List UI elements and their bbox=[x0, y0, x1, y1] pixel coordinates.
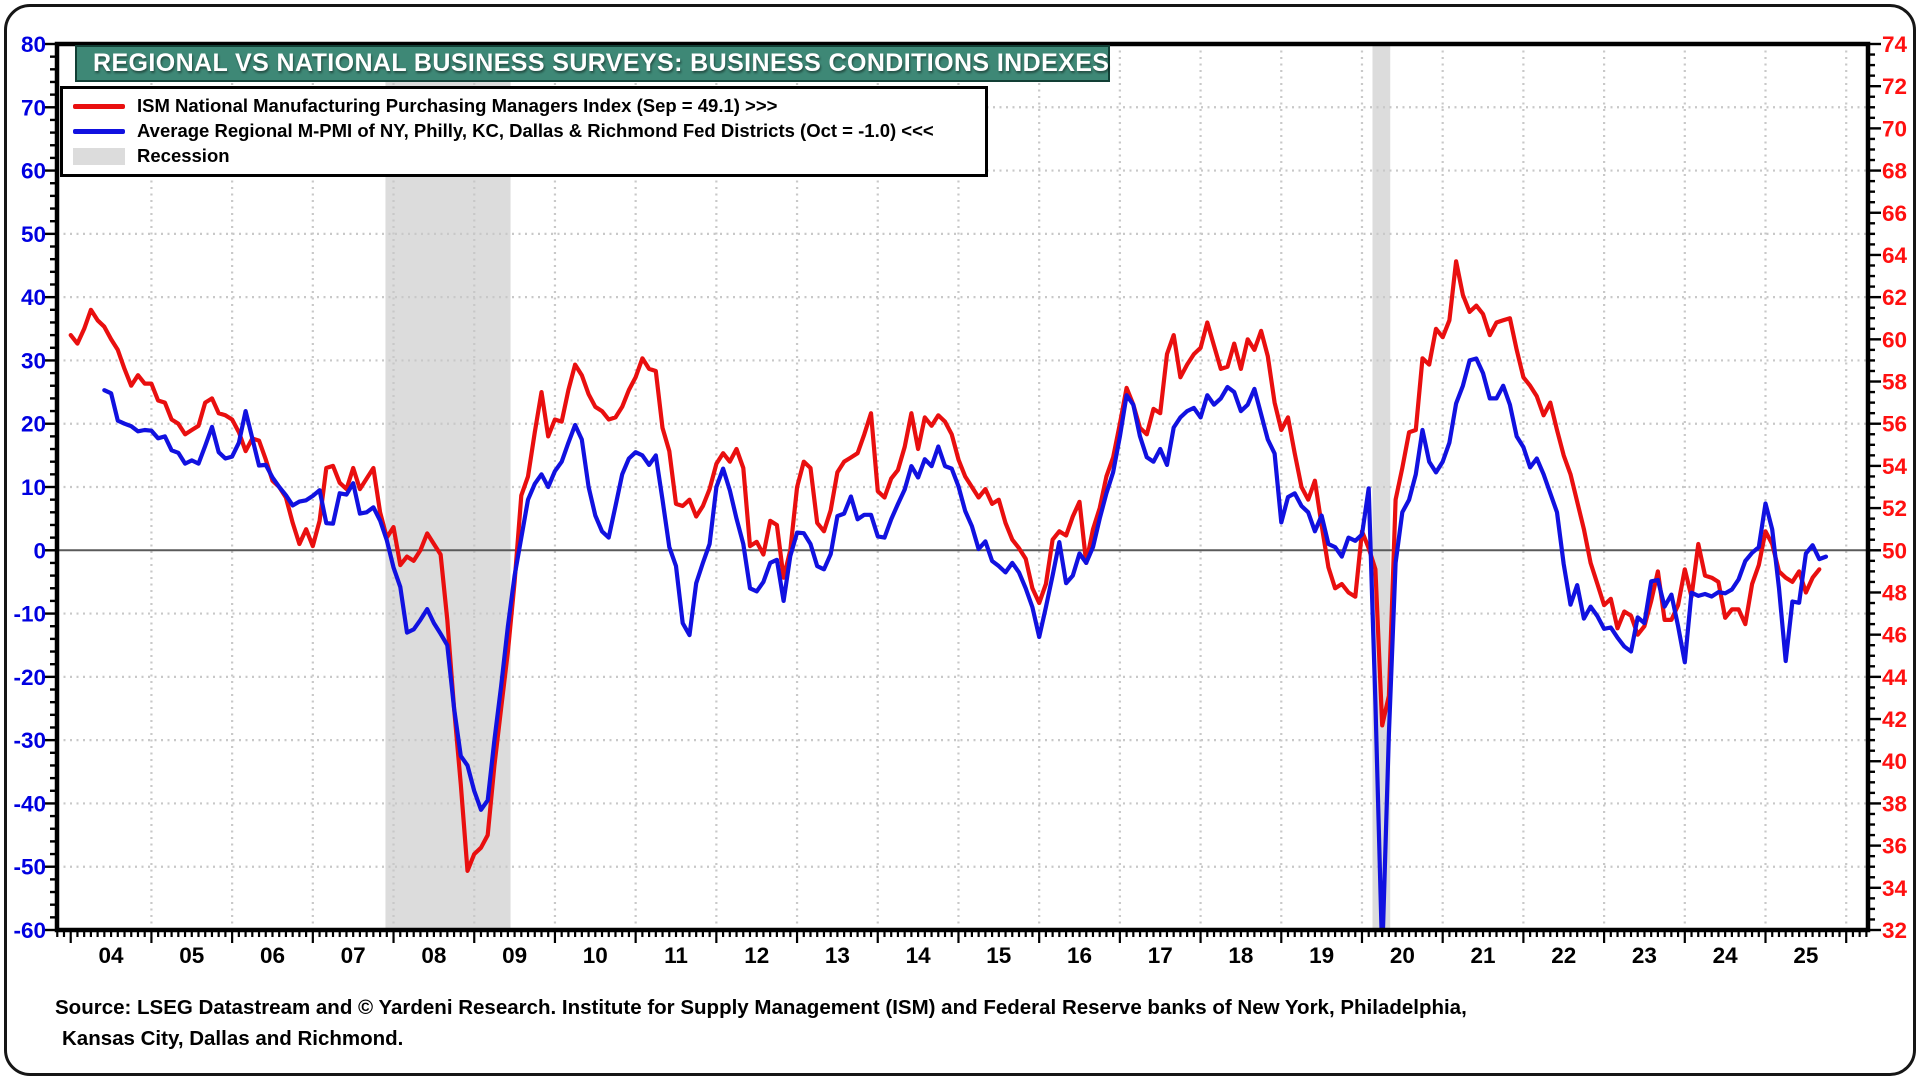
left-axis-label: 30 bbox=[21, 348, 46, 373]
left-axis-label: -20 bbox=[13, 665, 46, 690]
source-note: Source: LSEG Datastream and © Yardeni Re… bbox=[55, 992, 1467, 1054]
right-axis-label: 34 bbox=[1882, 876, 1908, 901]
x-axis-year-label: 11 bbox=[664, 943, 688, 968]
x-axis-year-label: 13 bbox=[825, 943, 850, 968]
red-line-swatch bbox=[73, 103, 125, 109]
source-line-2: Kansas City, Dallas and Richmond. bbox=[62, 1027, 404, 1050]
left-axis-label: -40 bbox=[13, 791, 46, 816]
legend-label-recession: Recession bbox=[137, 145, 230, 166]
right-axis-label: 62 bbox=[1882, 285, 1907, 310]
legend-item-ism: ISM National Manufacturing Purchasing Ma… bbox=[73, 94, 977, 118]
right-axis-label: 40 bbox=[1882, 749, 1907, 774]
x-axis-year-label: 24 bbox=[1713, 943, 1739, 968]
right-axis-label: 46 bbox=[1882, 623, 1907, 648]
right-axis-label: 64 bbox=[1882, 243, 1908, 268]
recession-swatch bbox=[73, 147, 125, 165]
chart-title-banner: REGIONAL VS NATIONAL BUSINESS SURVEYS: B… bbox=[75, 45, 1110, 82]
left-axis-label: 40 bbox=[21, 285, 46, 310]
left-axis-label: -30 bbox=[13, 728, 46, 753]
x-axis-year-label: 09 bbox=[502, 943, 527, 968]
x-axis-year-label: 22 bbox=[1551, 943, 1576, 968]
source-line-1: Source: LSEG Datastream and © Yardeni Re… bbox=[55, 996, 1467, 1019]
right-axis-label: 68 bbox=[1882, 159, 1907, 184]
x-axis-year-label: 10 bbox=[583, 943, 608, 968]
legend-label-ism: ISM National Manufacturing Purchasing Ma… bbox=[137, 95, 778, 116]
right-axis-label: 74 bbox=[1882, 32, 1908, 57]
right-axis-label: 56 bbox=[1882, 412, 1907, 437]
x-axis-year-label: 14 bbox=[906, 943, 932, 968]
legend-label-regional: Average Regional M-PMI of NY, Philly, KC… bbox=[137, 120, 934, 141]
right-axis-label: 60 bbox=[1882, 327, 1907, 352]
ism-series-line bbox=[68, 259, 1822, 873]
right-axis-label: 38 bbox=[1882, 791, 1907, 816]
x-axis-year-label: 19 bbox=[1309, 943, 1334, 968]
right-axis-label: 44 bbox=[1882, 665, 1908, 690]
left-axis-label: 20 bbox=[21, 412, 46, 437]
right-axis-label: 36 bbox=[1882, 834, 1907, 859]
x-axis-year-label: 06 bbox=[260, 943, 285, 968]
x-axis-year-label: 20 bbox=[1390, 943, 1415, 968]
right-axis-label: 50 bbox=[1882, 538, 1907, 563]
left-axis-label: 80 bbox=[21, 32, 46, 57]
left-axis-label: -10 bbox=[13, 602, 46, 627]
right-axis-label: 58 bbox=[1882, 370, 1907, 395]
right-axis-label: 32 bbox=[1882, 918, 1907, 943]
regional-series-line bbox=[102, 356, 1829, 930]
x-axis-year-label: 12 bbox=[744, 943, 769, 968]
right-axis-label: 72 bbox=[1882, 74, 1907, 99]
x-axis-year-label: 07 bbox=[341, 943, 366, 968]
x-axis-year-label: 18 bbox=[1228, 943, 1253, 968]
right-axis-label: 70 bbox=[1882, 116, 1907, 141]
left-axis-label: 10 bbox=[21, 475, 46, 500]
left-axis-label: -60 bbox=[13, 918, 46, 943]
x-axis-year-label: 16 bbox=[1067, 943, 1092, 968]
right-axis-label: 54 bbox=[1882, 454, 1908, 479]
blue-line-swatch bbox=[73, 128, 125, 134]
left-axis-label: 60 bbox=[21, 159, 46, 184]
x-axis-year-label: 04 bbox=[99, 943, 125, 968]
page-title: REGIONAL VS NATIONAL BUSINESS SURVEYS: B… bbox=[93, 49, 1110, 77]
legend-item-regional: Average Regional M-PMI of NY, Philly, KC… bbox=[73, 119, 977, 143]
left-axis-label: 0 bbox=[33, 538, 46, 563]
x-axis-year-label: 05 bbox=[179, 943, 204, 968]
right-axis-label: 52 bbox=[1882, 496, 1907, 521]
x-axis-year-label: 21 bbox=[1471, 943, 1496, 968]
right-axis-label: 48 bbox=[1882, 580, 1907, 605]
x-axis-year-label: 17 bbox=[1148, 943, 1173, 968]
legend-item-recession: Recession bbox=[73, 144, 977, 168]
x-axis-year-label: 08 bbox=[421, 943, 446, 968]
left-axis-label: 70 bbox=[21, 95, 46, 120]
x-axis-year-label: 25 bbox=[1793, 943, 1818, 968]
legend: ISM National Manufacturing Purchasing Ma… bbox=[60, 86, 988, 177]
right-axis-label: 66 bbox=[1882, 201, 1907, 226]
left-axis-label: -50 bbox=[13, 855, 46, 880]
left-axis-label: 50 bbox=[21, 222, 46, 247]
right-axis-label: 42 bbox=[1882, 707, 1907, 732]
x-axis-year-label: 23 bbox=[1632, 943, 1657, 968]
x-axis-year-label: 15 bbox=[986, 943, 1011, 968]
